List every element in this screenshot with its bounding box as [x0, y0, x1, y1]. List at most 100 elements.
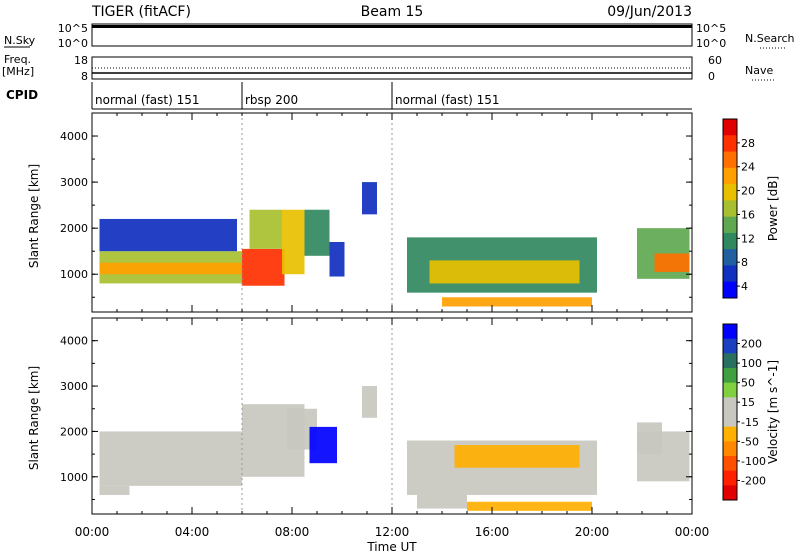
colorbar-swatch — [723, 353, 737, 369]
colorbar-swatch — [723, 412, 737, 428]
colorbar-swatch — [723, 338, 737, 354]
colorbar-swatch — [723, 232, 737, 250]
colorbar-swatch — [723, 216, 737, 234]
colorbar-swatch — [723, 119, 737, 136]
heatmap-cell — [242, 248, 285, 286]
colorbar-swatch — [723, 426, 737, 442]
heatmap-cell — [99, 262, 242, 275]
colorbar-swatch — [723, 397, 737, 413]
heatmap-cell — [249, 209, 282, 249]
colorbar-swatch — [723, 470, 737, 486]
date-title: 09/Jun/2013 — [607, 4, 692, 20]
colorbar-tick-label: 100 — [741, 357, 762, 370]
colorbar-tick-label: 15 — [741, 396, 755, 409]
y-tick-label: 1000 — [60, 471, 88, 484]
colorbar-tick-label: 50 — [741, 377, 755, 390]
nsky-strip: 10^5 10^0 10^5 10^0 — [58, 22, 785, 50]
y-tick-label: 2000 — [60, 425, 88, 438]
freq-unit: [MHz] — [2, 65, 34, 78]
y-tick-label: 3000 — [60, 176, 88, 189]
heatmap-cell — [637, 422, 662, 455]
colorbar-swatch — [723, 249, 737, 266]
colorbar-swatch — [723, 324, 737, 340]
nsky-label: N.Sky — [4, 34, 36, 47]
colorbar-title: Power [dB] — [766, 176, 780, 241]
heatmap-cell — [442, 297, 592, 307]
y-tick-label: 4000 — [60, 335, 88, 348]
colorbar-swatch — [723, 281, 737, 299]
colorbar-swatch — [723, 167, 737, 185]
station-title: TIGER (fitACF) — [91, 4, 191, 20]
colorbar-swatch — [723, 184, 737, 201]
colorbar-tick-label: -50 — [741, 435, 759, 448]
nsky-tick-top: 10^5 — [58, 22, 88, 35]
x-tick-label: 12:00 — [375, 525, 410, 539]
colorbar-swatch — [723, 485, 737, 501]
nave-tick-bottom: 0 — [708, 70, 715, 83]
heatmap-cell — [362, 182, 377, 215]
heatmap-cell — [99, 218, 237, 252]
power-colorbar: 28 24 20 16 12 8 4 Power [dB] — [722, 118, 780, 299]
cpid-segment-label: normal (fast) 151 — [95, 93, 199, 107]
cpid-strip: normal (fast) 151 rbsp 200 normal (fast) 1… — [91, 82, 692, 110]
colorbar-tick-label: 8 — [741, 256, 748, 269]
velocity-ylabel: Slant Range [km] — [27, 366, 41, 470]
y-tick-label: 3000 — [60, 380, 88, 393]
nsearch-label: N.Search — [745, 32, 795, 45]
x-tick-label: 16:00 — [475, 525, 510, 539]
colorbar-swatch — [723, 135, 737, 153]
colorbar-tick-label: 28 — [741, 137, 755, 150]
cpid-label: CPID — [6, 88, 38, 102]
x-tick-label: 00:00 — [75, 525, 110, 539]
y-tick-label: 4000 — [60, 130, 88, 143]
heatmap-cell — [329, 241, 345, 277]
x-tick-label: 20:00 — [575, 525, 610, 539]
cpid-segment-label: normal (fast) 151 — [395, 93, 499, 107]
colorbar-tick-label: -100 — [741, 455, 766, 468]
y-tick-label: 2000 — [60, 222, 88, 235]
x-tick-label: 00:00 — [675, 525, 710, 539]
colorbar-swatch — [723, 382, 737, 398]
nsearch-tick-bottom: 10^0 — [696, 37, 726, 50]
colorbar-tick-label: 20 — [741, 185, 755, 198]
colorbar-tick-label: 4 — [741, 280, 748, 293]
heatmap-cell — [429, 260, 580, 284]
beam-title: Beam 15 — [361, 4, 424, 20]
freq-label: Freq. — [4, 53, 31, 66]
colorbar-tick-label: -15 — [741, 416, 759, 429]
nsearch-tick-top: 10^5 — [696, 22, 726, 35]
heatmap-cell — [304, 209, 330, 256]
nsky-tick-bottom: 10^0 — [58, 37, 88, 50]
colorbar-tick-label: 24 — [741, 161, 755, 174]
velocity-panel: 4000 3000 2000 1000 — [60, 317, 693, 515]
heatmap-cell — [454, 445, 580, 468]
heatmap-cell — [99, 431, 242, 486]
heatmap-cell — [417, 494, 467, 509]
freq-tick-top: 18 — [74, 54, 88, 67]
colorbar-swatch — [723, 441, 737, 457]
colorbar-swatch — [723, 200, 737, 218]
heatmap-cell — [362, 386, 377, 418]
time-axis-label: Time UT — [366, 540, 417, 554]
heatmap-cell — [654, 253, 690, 272]
freq-tick-bottom: 8 — [81, 70, 88, 83]
x-tick-label: 04:00 — [175, 525, 210, 539]
colorbar-tick-label: -200 — [741, 474, 766, 487]
colorbar-tick-label: 12 — [741, 232, 755, 245]
heatmap-cell — [99, 485, 130, 495]
y-tick-label: 1000 — [60, 268, 88, 281]
colorbar-swatch — [723, 151, 737, 169]
x-tick-label: 08:00 — [275, 525, 310, 539]
colorbar-swatch — [723, 456, 737, 472]
colorbar-tick-label: 200 — [741, 338, 762, 351]
colorbar-swatch — [723, 265, 737, 283]
power-panel: 4000 3000 2000 1000 — [60, 112, 693, 313]
time-axis: 00:00 04:00 08:00 12:00 16:00 20:00 00:00 — [75, 525, 710, 539]
nave-tick-top: 60 — [708, 54, 722, 67]
colorbar-swatch — [723, 368, 737, 384]
nave-label: Nave — [745, 64, 773, 77]
power-ylabel: Slant Range [km] — [27, 164, 41, 268]
heatmap-cell — [467, 501, 592, 511]
